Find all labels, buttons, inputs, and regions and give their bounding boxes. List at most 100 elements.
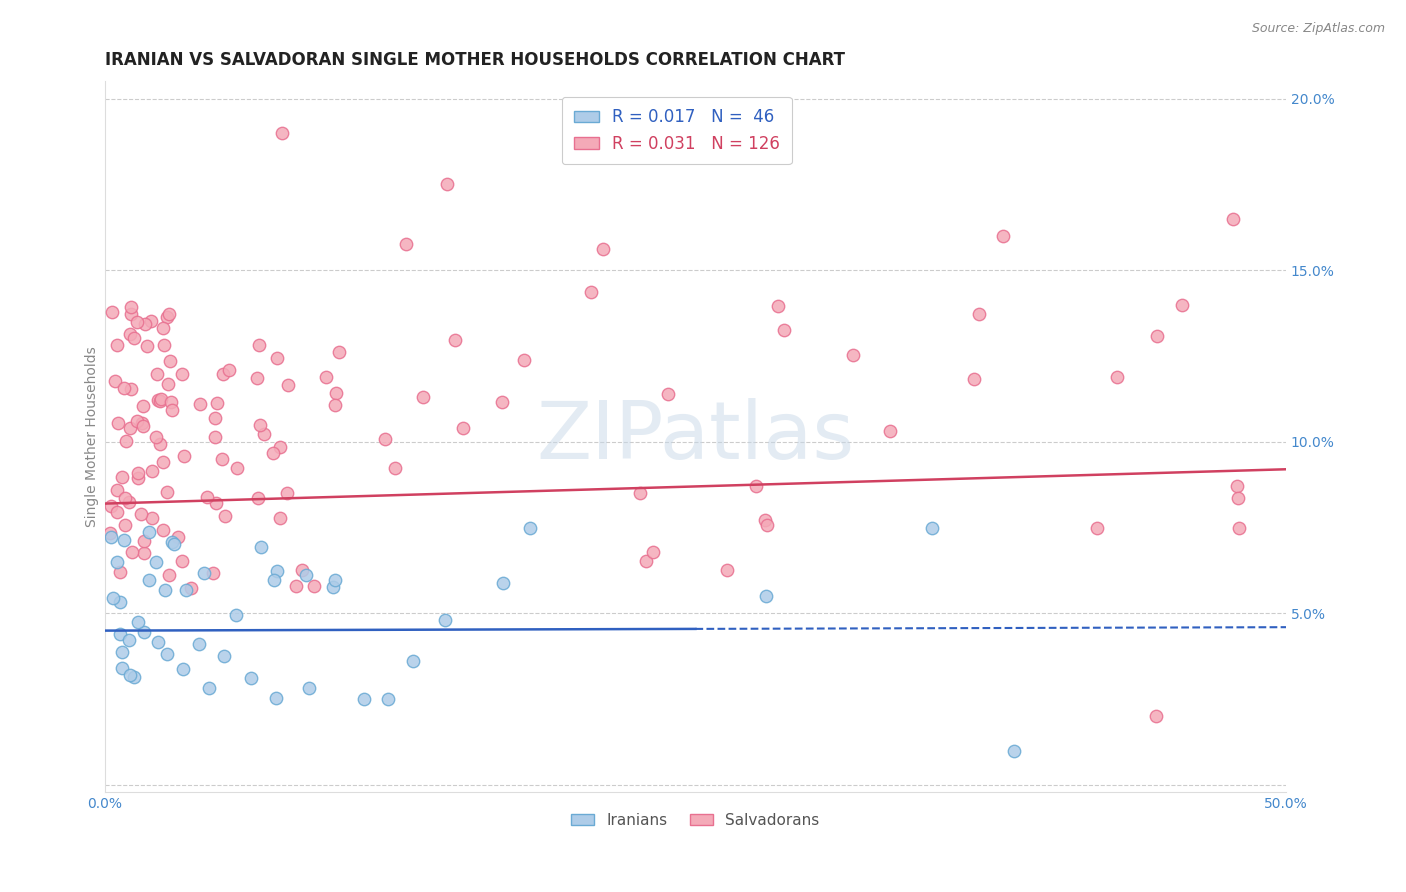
Point — [1222, 212, 1244, 227]
Point — [492, 576, 515, 591]
Point — [156, 647, 179, 661]
Point — [214, 508, 236, 523]
Point — [135, 339, 157, 353]
Point — [145, 430, 167, 444]
Point — [163, 537, 186, 551]
Point — [141, 510, 163, 524]
Point — [105, 555, 128, 569]
Point — [271, 126, 294, 140]
Text: ZIPatlas: ZIPatlas — [536, 398, 855, 475]
Point — [120, 308, 142, 322]
Point — [129, 507, 152, 521]
Point — [967, 307, 990, 321]
Point — [269, 510, 291, 524]
Point — [766, 299, 789, 313]
Point — [963, 372, 986, 386]
Point — [202, 566, 225, 580]
Point — [755, 518, 778, 533]
Point — [138, 525, 160, 540]
Point — [628, 486, 651, 500]
Point — [519, 521, 541, 535]
Point — [138, 573, 160, 587]
Point — [716, 563, 738, 577]
Point — [513, 353, 536, 368]
Point — [263, 573, 285, 587]
Point — [111, 470, 134, 484]
Point — [451, 421, 474, 435]
Point — [491, 395, 513, 409]
Point — [152, 454, 174, 468]
Point — [744, 479, 766, 493]
Point — [921, 521, 943, 535]
Point — [211, 451, 233, 466]
Point — [112, 533, 135, 547]
Point — [323, 398, 346, 412]
Point — [266, 351, 288, 366]
Point — [1085, 521, 1108, 535]
Point — [125, 414, 148, 428]
Point — [207, 396, 229, 410]
Point — [325, 573, 347, 587]
Point — [156, 310, 179, 325]
Point — [246, 491, 269, 505]
Point — [118, 668, 141, 682]
Point — [204, 430, 226, 444]
Point — [120, 382, 142, 396]
Point — [110, 566, 132, 580]
Point — [100, 500, 122, 514]
Point — [121, 545, 143, 559]
Point — [225, 608, 247, 623]
Point — [634, 554, 657, 568]
Point — [108, 595, 131, 609]
Point — [155, 485, 177, 500]
Point — [325, 385, 347, 400]
Point — [402, 654, 425, 668]
Point — [120, 300, 142, 314]
Point — [173, 449, 195, 463]
Point — [276, 486, 298, 500]
Point — [114, 491, 136, 506]
Point — [187, 637, 209, 651]
Point — [377, 692, 399, 706]
Point — [1144, 709, 1167, 723]
Point — [127, 315, 149, 329]
Point — [132, 533, 155, 548]
Point — [302, 579, 325, 593]
Point — [204, 496, 226, 510]
Point — [754, 513, 776, 527]
Point — [108, 627, 131, 641]
Point — [159, 354, 181, 368]
Point — [1171, 298, 1194, 312]
Point — [107, 483, 129, 497]
Point — [124, 670, 146, 684]
Point — [991, 228, 1014, 243]
Point — [157, 307, 180, 321]
Point — [193, 566, 215, 581]
Point — [127, 471, 149, 485]
Point — [112, 381, 135, 395]
Point — [100, 305, 122, 319]
Point — [247, 338, 270, 352]
Point — [772, 323, 794, 337]
Point — [114, 518, 136, 533]
Point — [240, 671, 263, 685]
Point — [249, 540, 271, 554]
Point — [328, 344, 350, 359]
Point — [204, 410, 226, 425]
Point — [110, 661, 132, 675]
Point — [262, 446, 284, 460]
Point — [146, 635, 169, 649]
Point — [160, 395, 183, 409]
Point — [264, 691, 287, 706]
Point — [879, 424, 901, 438]
Point — [657, 386, 679, 401]
Point — [152, 321, 174, 335]
Point — [212, 648, 235, 663]
Point — [98, 525, 121, 540]
Point — [291, 564, 314, 578]
Point — [1105, 370, 1128, 384]
Point — [592, 242, 614, 256]
Point — [755, 589, 778, 603]
Point — [211, 367, 233, 381]
Point — [322, 580, 344, 594]
